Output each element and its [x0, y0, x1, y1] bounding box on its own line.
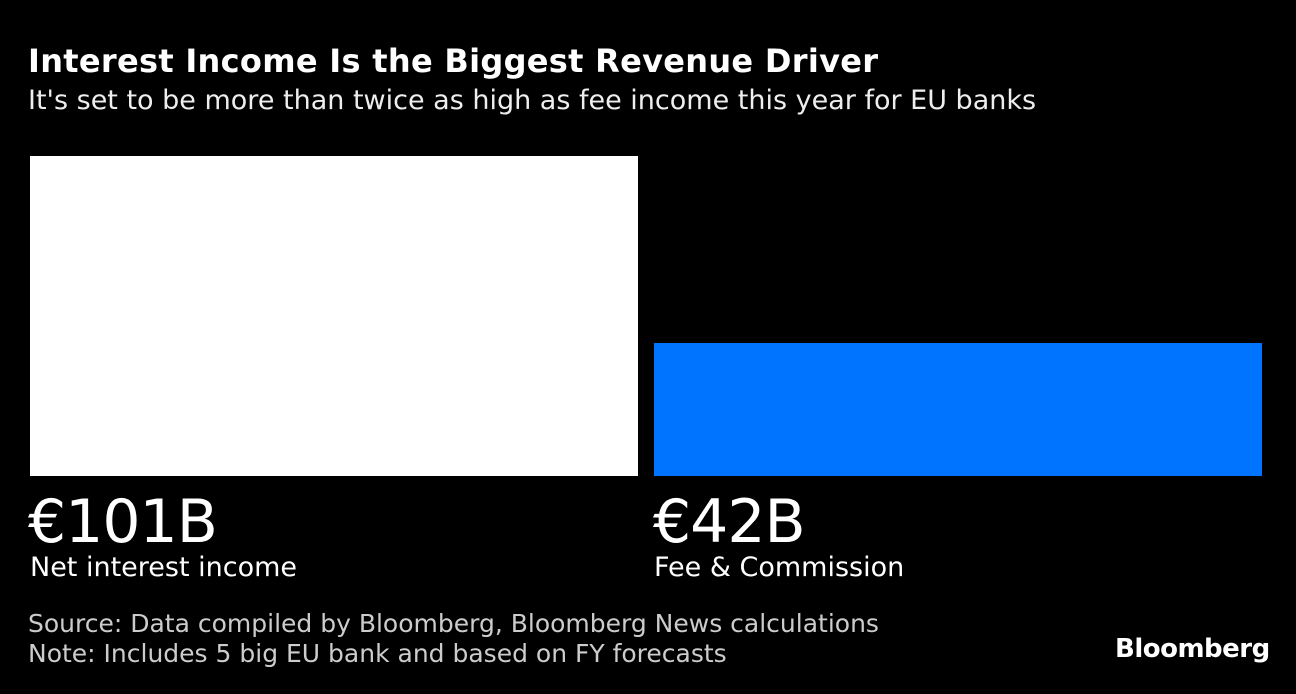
bar-net-interest-income: [30, 156, 638, 476]
value-label-net-interest-income: €101B: [28, 487, 218, 557]
bar-fee-commission: [654, 342, 1262, 476]
category-label-net-interest-income: Net interest income: [30, 552, 298, 583]
chart-subtitle: It's set to be more than twice as high a…: [28, 85, 1037, 116]
footnote: Note: Includes 5 big EU bank and based o…: [28, 639, 727, 668]
category-label-fee-commission: Fee & Commission: [654, 552, 905, 583]
value-label-fee-commission: €42B: [653, 487, 806, 557]
source-note: Source: Data compiled by Bloomberg, Bloo…: [28, 609, 879, 638]
bloomberg-logo: Bloomberg: [1115, 634, 1270, 664]
plot-area: [30, 156, 1262, 476]
chart-title: Interest Income Is the Biggest Revenue D…: [28, 42, 879, 80]
